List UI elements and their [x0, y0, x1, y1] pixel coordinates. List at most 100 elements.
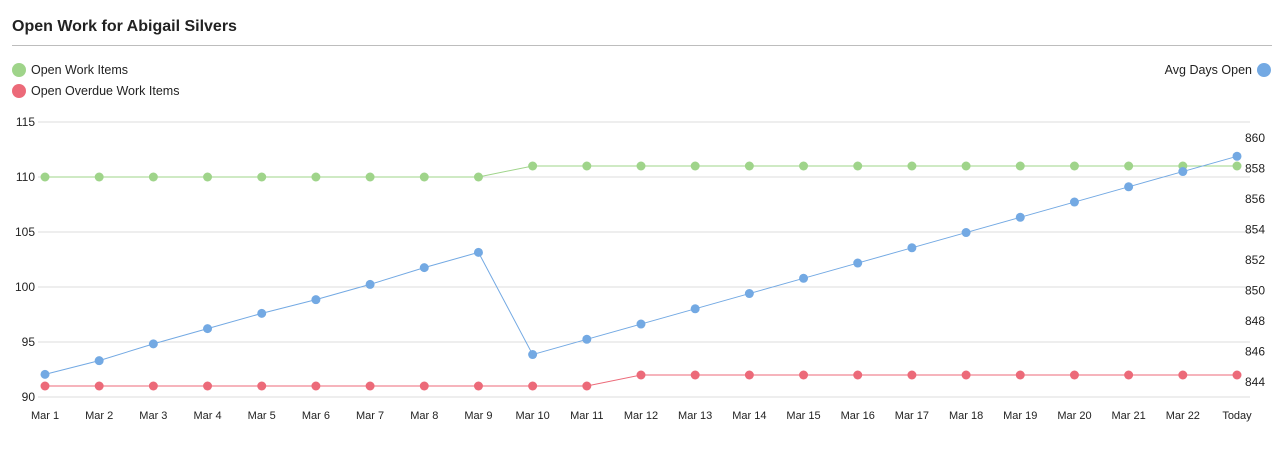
data-point: [94, 172, 104, 182]
data-point: [853, 258, 863, 268]
x-axis-tick-label: Mar 5: [248, 410, 276, 422]
data-point: [907, 161, 917, 171]
data-point: [907, 243, 917, 253]
x-axis-tick-label: Mar 3: [139, 410, 167, 422]
data-point: [582, 161, 592, 171]
data-point: [257, 381, 267, 391]
data-point: [1232, 161, 1242, 171]
data-point: [311, 295, 321, 305]
x-axis-tick-label: Mar 9: [464, 410, 492, 422]
data-point: [1124, 370, 1134, 380]
data-point: [94, 381, 104, 391]
right-axis-tick-label: 848: [1245, 314, 1265, 328]
data-point: [528, 161, 538, 171]
data-point: [582, 334, 592, 344]
legend-label: Open Overdue Work Items: [31, 84, 180, 98]
page-title: Open Work for Abigail Silvers: [12, 18, 237, 35]
right-axis-tick-label: 846: [1245, 345, 1265, 359]
x-axis-tick-label: Mar 4: [193, 410, 221, 422]
data-point: [203, 381, 213, 391]
left-axis-tick-label: 110: [16, 170, 35, 184]
legend-open-work-items[interactable]: Open Work Items: [12, 63, 128, 77]
x-axis-tick-label: Mar 7: [356, 410, 384, 422]
x-axis-tick-label: Mar 16: [841, 410, 875, 422]
data-point: [311, 381, 321, 391]
data-point: [40, 381, 50, 391]
legend-dot-icon: [12, 63, 26, 77]
data-point: [257, 308, 267, 318]
left-axis-tick-label: 100: [15, 280, 35, 294]
data-point: [1069, 370, 1079, 380]
left-axis-tick-label: 105: [15, 225, 35, 239]
x-axis-tick-label: Mar 11: [570, 410, 603, 422]
x-axis-tick-label: Mar 18: [949, 410, 983, 422]
data-point: [1232, 370, 1242, 380]
data-point: [1124, 182, 1134, 192]
data-point: [690, 304, 700, 314]
data-point: [961, 228, 971, 238]
right-axis-tick-label: 850: [1245, 284, 1265, 298]
data-point: [582, 381, 592, 391]
legend-open-overdue-work-items[interactable]: Open Overdue Work Items: [12, 84, 179, 98]
data-point: [1015, 161, 1025, 171]
data-point: [636, 161, 646, 171]
x-axis-tick-label: Mar 20: [1057, 410, 1091, 422]
x-axis-tick-label: Mar 22: [1166, 410, 1200, 422]
data-point: [365, 172, 375, 182]
data-point: [1069, 197, 1079, 207]
data-point: [365, 279, 375, 289]
data-point: [1015, 370, 1025, 380]
right-axis-tick-label: 854: [1245, 223, 1265, 237]
data-point: [853, 161, 863, 171]
data-point: [799, 370, 809, 380]
data-point: [94, 356, 104, 366]
x-axis-tick-label: Mar 10: [516, 410, 550, 422]
data-point: [148, 172, 158, 182]
data-point: [40, 369, 50, 379]
data-point: [473, 381, 483, 391]
left-axis-tick-label: 90: [22, 390, 36, 404]
right-axis-tick-label: 860: [1245, 131, 1265, 145]
data-point: [1178, 370, 1188, 380]
data-point: [528, 381, 538, 391]
data-point: [40, 172, 50, 182]
x-axis-tick-label: Mar 19: [1003, 410, 1037, 422]
x-axis-tick-label: Mar 15: [786, 410, 820, 422]
data-point: [148, 381, 158, 391]
data-point: [961, 370, 971, 380]
legend-label: Avg Days Open: [1164, 63, 1252, 77]
data-point: [365, 381, 375, 391]
data-point: [311, 172, 321, 182]
x-axis-tick-label: Today: [1222, 410, 1252, 422]
legend-avg-days-open[interactable]: Avg Days Open: [1165, 63, 1271, 77]
data-point: [419, 172, 429, 182]
data-point: [1178, 167, 1188, 177]
data-point: [257, 172, 267, 182]
data-point: [799, 273, 809, 283]
data-point: [1232, 151, 1242, 161]
legend-dot-icon: [12, 84, 26, 98]
right-axis-tick-label: 844: [1245, 375, 1265, 389]
divider: [12, 45, 1272, 46]
left-axis-tick-label: 95: [22, 335, 36, 349]
x-axis-tick-label: Mar 21: [1112, 410, 1146, 422]
x-axis-tick-label: Mar 6: [302, 410, 330, 422]
right-axis-tick-label: 856: [1245, 192, 1265, 206]
data-point: [1124, 161, 1134, 171]
legend-dot-icon: [1257, 63, 1271, 77]
x-axis-tick-label: Mar 13: [678, 410, 712, 422]
data-point: [853, 370, 863, 380]
data-point: [744, 370, 754, 380]
x-axis-tick-label: Mar 8: [410, 410, 438, 422]
data-point: [1015, 212, 1025, 222]
data-point: [203, 172, 213, 182]
data-point: [419, 263, 429, 273]
x-axis-tick-label: Mar 2: [85, 410, 113, 422]
x-axis-tick-label: Mar 17: [895, 410, 929, 422]
data-point: [961, 161, 971, 171]
data-point: [907, 370, 917, 380]
data-point: [473, 172, 483, 182]
right-axis-tick-label: 852: [1245, 253, 1265, 267]
legend-label: Open Work Items: [31, 63, 129, 77]
